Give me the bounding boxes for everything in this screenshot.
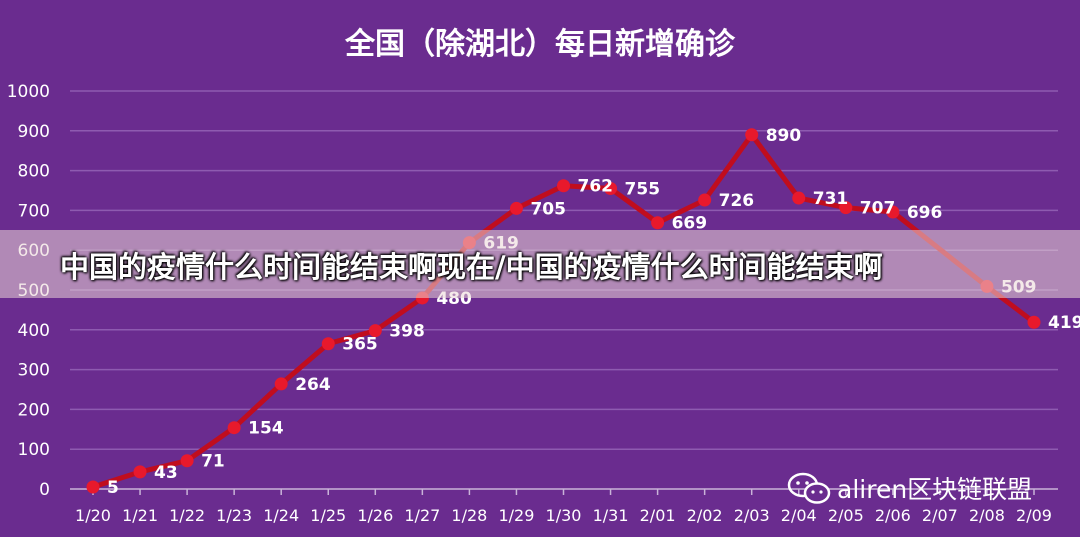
data-label: 365 bbox=[342, 335, 378, 355]
x-tick-label: 1/28 bbox=[451, 506, 487, 525]
x-tick-label: 2/01 bbox=[640, 506, 676, 525]
data-point bbox=[604, 182, 618, 196]
data-point bbox=[698, 193, 712, 207]
x-tick-label: 1/24 bbox=[263, 506, 299, 525]
data-point bbox=[227, 421, 241, 435]
x-tick-label: 1/21 bbox=[122, 506, 158, 525]
x-tick-label: 1/25 bbox=[310, 506, 346, 525]
series-line bbox=[90, 132, 1037, 490]
data-label: 154 bbox=[248, 419, 284, 439]
x-tick-label: 2/04 bbox=[781, 506, 817, 525]
y-tick-label: 200 bbox=[18, 400, 50, 420]
data-point bbox=[368, 324, 382, 338]
data-label: 731 bbox=[813, 189, 849, 209]
x-tick-label: 1/20 bbox=[75, 506, 111, 525]
data-point bbox=[180, 454, 194, 468]
watermark: aliren区块链联盟 bbox=[787, 470, 1032, 506]
data-label: 705 bbox=[530, 199, 566, 219]
data-label: 5 bbox=[107, 478, 119, 498]
x-tick-label: 1/30 bbox=[546, 506, 582, 525]
x-tick-label: 2/08 bbox=[969, 506, 1005, 525]
x-tick-label: 2/06 bbox=[875, 506, 911, 525]
data-label: 71 bbox=[201, 452, 225, 472]
banner-text: 中国的疫情什么时间能结束啊现在/中国的疫情什么时间能结束啊 bbox=[60, 250, 883, 284]
overlay-banner: 中国的疫情什么时间能结束啊现在/中国的疫情什么时间能结束啊 bbox=[0, 230, 1080, 298]
data-point bbox=[86, 480, 100, 494]
data-point bbox=[509, 201, 523, 215]
x-tick-label: 1/23 bbox=[216, 506, 252, 525]
data-point bbox=[651, 216, 665, 230]
data-point bbox=[839, 201, 853, 215]
x-tick-label: 2/09 bbox=[1016, 506, 1052, 525]
x-tick-label: 1/27 bbox=[404, 506, 440, 525]
y-tick-label: 300 bbox=[18, 361, 50, 381]
y-tick-label: 900 bbox=[18, 122, 50, 142]
x-tick-label: 1/22 bbox=[169, 506, 205, 525]
y-tick-label: 0 bbox=[39, 480, 50, 500]
y-tick-label: 700 bbox=[18, 201, 50, 221]
data-label: 669 bbox=[672, 214, 708, 234]
data-point bbox=[886, 205, 900, 219]
data-label: 707 bbox=[860, 199, 896, 219]
grid-lines bbox=[70, 90, 1058, 490]
data-label: 419 bbox=[1048, 313, 1080, 333]
data-label: 264 bbox=[295, 375, 331, 395]
y-tick-label: 1000 bbox=[7, 82, 50, 102]
series-layer bbox=[86, 128, 1041, 494]
data-point bbox=[745, 128, 759, 142]
x-tick-label: 1/26 bbox=[357, 506, 393, 525]
x-tick-label: 2/07 bbox=[922, 506, 958, 525]
x-tick-label: 2/05 bbox=[828, 506, 864, 525]
data-label: 696 bbox=[907, 203, 943, 223]
x-axis-ticks: 1/20 1/21 1/22 1/23 1/24 1/25 1/26 1/27 1/28 1/29… bbox=[75, 489, 1052, 525]
watermark-text: aliren区块链联盟 bbox=[837, 475, 1033, 504]
y-tick-label: 100 bbox=[18, 440, 50, 460]
wechat-icon bbox=[787, 472, 831, 504]
y-tick-label: 800 bbox=[18, 162, 50, 182]
data-point bbox=[321, 337, 335, 351]
chart-title: 全国（除湖北）每日新增确诊 bbox=[344, 27, 736, 62]
data-label: 726 bbox=[719, 191, 755, 211]
data-point bbox=[1027, 315, 1041, 329]
x-tick-label: 1/31 bbox=[593, 506, 629, 525]
x-tick-label: 1/29 bbox=[498, 506, 534, 525]
data-label: 43 bbox=[154, 463, 178, 483]
data-label: 398 bbox=[389, 322, 425, 342]
data-point bbox=[557, 179, 570, 193]
data-label: 762 bbox=[578, 177, 614, 197]
data-point bbox=[792, 191, 806, 205]
x-tick-label: 2/02 bbox=[687, 506, 723, 525]
data-labels: 5437115426436539848061970576275566972689… bbox=[107, 126, 1080, 498]
data-point bbox=[133, 465, 147, 479]
x-tick-label: 2/03 bbox=[734, 506, 770, 525]
data-label: 755 bbox=[625, 180, 661, 200]
data-label: 890 bbox=[766, 126, 802, 146]
data-point bbox=[274, 377, 288, 391]
y-tick-label: 400 bbox=[18, 321, 50, 341]
